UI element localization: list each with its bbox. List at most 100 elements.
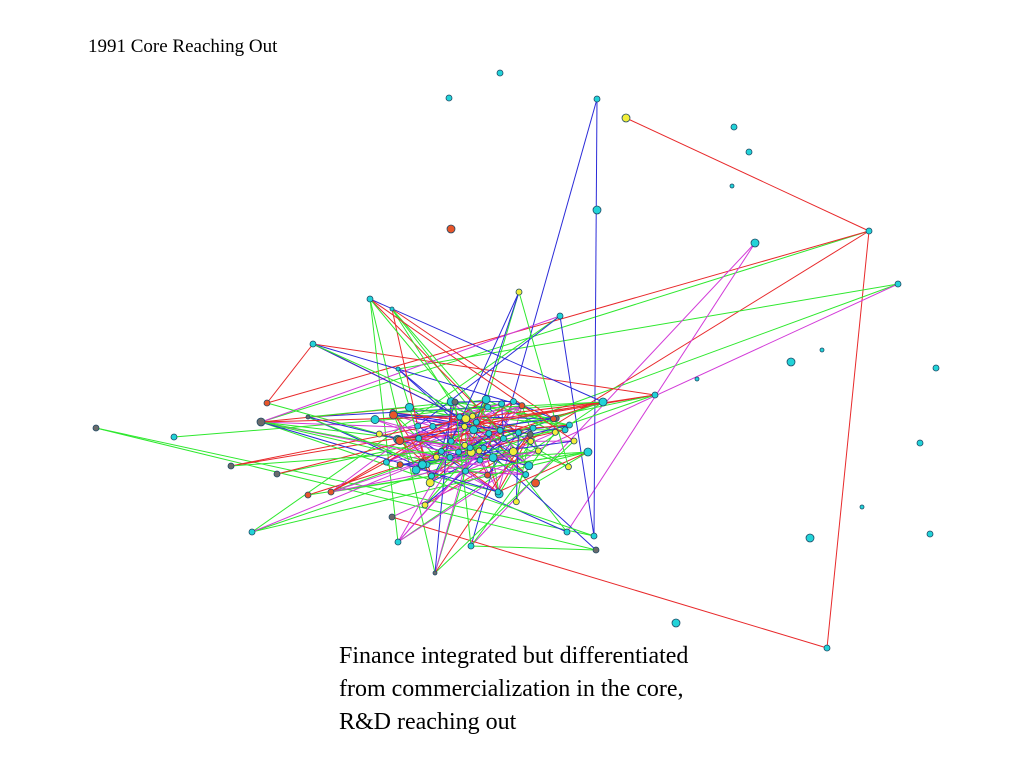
network-node xyxy=(389,306,395,312)
network-node xyxy=(248,528,256,536)
network-edge xyxy=(421,401,514,463)
network-edge xyxy=(369,298,456,403)
network-edge xyxy=(330,451,589,493)
caption-line-2: from commercialization in the core, xyxy=(339,676,684,702)
network-edge xyxy=(260,315,561,423)
network-edge xyxy=(431,475,499,493)
network-edge xyxy=(260,421,499,493)
network-node xyxy=(383,458,390,466)
network-node xyxy=(263,399,271,407)
network-node xyxy=(469,425,478,435)
network-node xyxy=(481,395,491,404)
network-node xyxy=(414,422,422,430)
network-node xyxy=(529,424,537,432)
slide-caption: Finance integrated but differentiated fr… xyxy=(339,640,779,739)
network-edge xyxy=(312,343,460,418)
network-node xyxy=(405,402,414,412)
network-node xyxy=(461,414,471,424)
network-edge xyxy=(369,298,575,442)
network-edge xyxy=(473,291,520,430)
network-edge xyxy=(397,450,539,543)
network-node xyxy=(508,447,518,456)
network-edge xyxy=(470,242,756,547)
network-edge xyxy=(397,438,442,452)
network-node xyxy=(472,418,480,426)
network-node xyxy=(550,415,557,423)
network-node xyxy=(510,398,517,405)
network-node xyxy=(805,533,815,543)
network-edge xyxy=(397,450,480,543)
network-nodes xyxy=(92,69,940,652)
network-node xyxy=(445,94,453,102)
network-node xyxy=(534,447,542,455)
network-node xyxy=(389,410,398,420)
network-node xyxy=(526,430,534,438)
network-node xyxy=(388,513,396,521)
network-edge xyxy=(566,242,756,533)
network-edge xyxy=(391,308,452,402)
network-node xyxy=(551,428,559,436)
network-node xyxy=(467,542,475,550)
caption-line-3: R&D reaching out xyxy=(339,709,517,735)
network-node xyxy=(496,426,504,434)
network-edge xyxy=(266,230,870,404)
network-node xyxy=(421,501,429,509)
network-node xyxy=(563,528,571,536)
network-node xyxy=(396,461,404,469)
network-edge xyxy=(391,308,554,420)
network-node xyxy=(432,570,438,576)
network-node xyxy=(583,447,593,457)
network-node xyxy=(170,433,178,441)
network-node xyxy=(256,417,266,427)
network-edge xyxy=(518,291,569,467)
network-node xyxy=(592,205,602,215)
network-node xyxy=(305,414,311,420)
network-edge xyxy=(424,230,870,506)
network-node xyxy=(466,444,474,452)
network-edge xyxy=(434,440,575,574)
network-node xyxy=(484,471,491,479)
network-edge xyxy=(330,450,539,493)
network-node xyxy=(447,437,455,445)
slide-title: 1991 Core Reaching Out xyxy=(88,36,278,57)
network-edge xyxy=(251,429,501,533)
network-edge xyxy=(391,516,828,649)
network-node xyxy=(428,472,435,480)
network-node xyxy=(730,123,738,131)
network-edges xyxy=(95,98,899,649)
network-node xyxy=(446,453,454,461)
network-node xyxy=(512,498,520,506)
network-edge xyxy=(260,421,526,476)
network-node xyxy=(425,478,435,488)
network-node xyxy=(418,460,427,470)
network-node xyxy=(561,426,569,434)
network-edge xyxy=(454,402,472,547)
network-edge xyxy=(465,401,604,420)
network-node xyxy=(484,403,492,411)
caption-line-1: Finance integrated but differentiated xyxy=(339,643,689,669)
network-node xyxy=(729,183,735,189)
network-edge xyxy=(173,401,604,438)
network-node xyxy=(621,113,631,123)
network-edge xyxy=(312,343,473,417)
network-edge xyxy=(497,451,589,493)
network-node xyxy=(366,295,374,303)
network-edge xyxy=(530,424,570,435)
network-edge xyxy=(251,315,561,533)
network-edge xyxy=(593,98,598,537)
network-node xyxy=(515,288,523,296)
network-node xyxy=(500,435,507,442)
network-edge xyxy=(260,415,473,423)
network-edge xyxy=(260,421,451,458)
network-node xyxy=(556,312,564,320)
network-node xyxy=(916,439,924,447)
network-edge xyxy=(230,418,466,467)
network-edge xyxy=(266,343,314,404)
network-node xyxy=(496,69,504,77)
network-node xyxy=(304,491,312,499)
network-edge xyxy=(397,283,899,370)
network-node xyxy=(375,430,383,438)
network-node xyxy=(865,227,873,235)
